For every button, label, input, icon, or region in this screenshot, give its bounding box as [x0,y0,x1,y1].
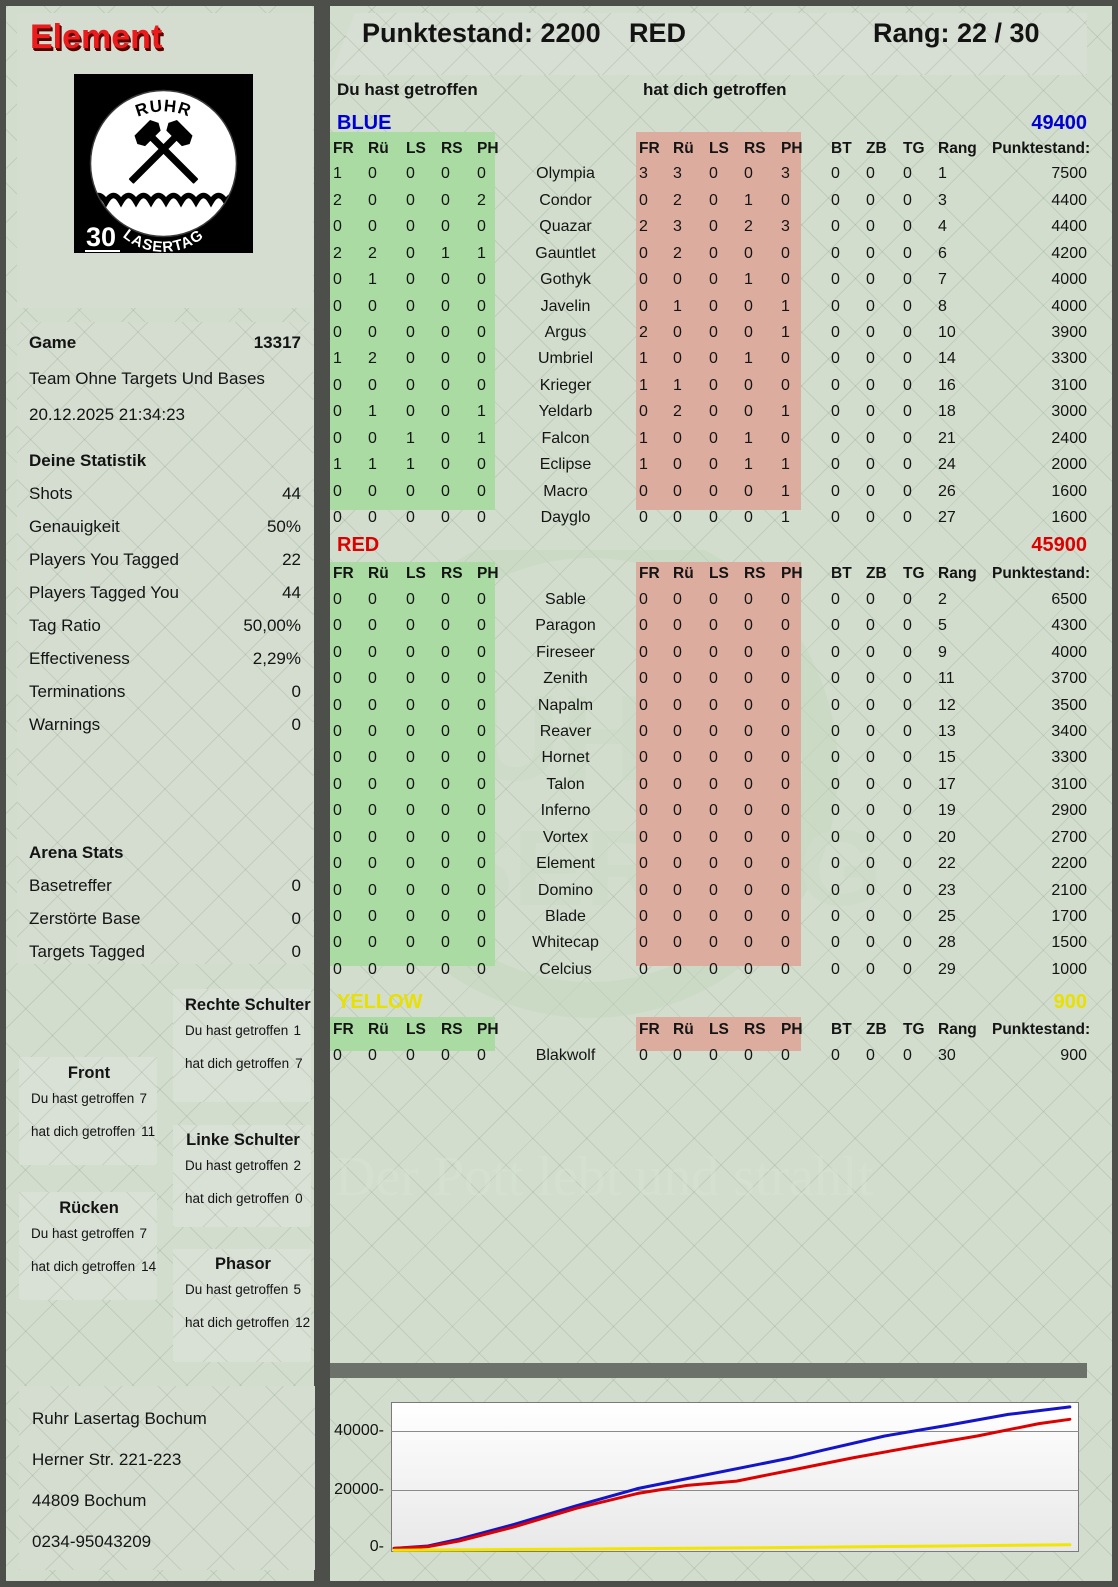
svg-text:Der Pott lebt und strahlt: Der Pott lebt und strahlt [335,1146,874,1208]
svg-text:30: 30 [86,222,116,252]
